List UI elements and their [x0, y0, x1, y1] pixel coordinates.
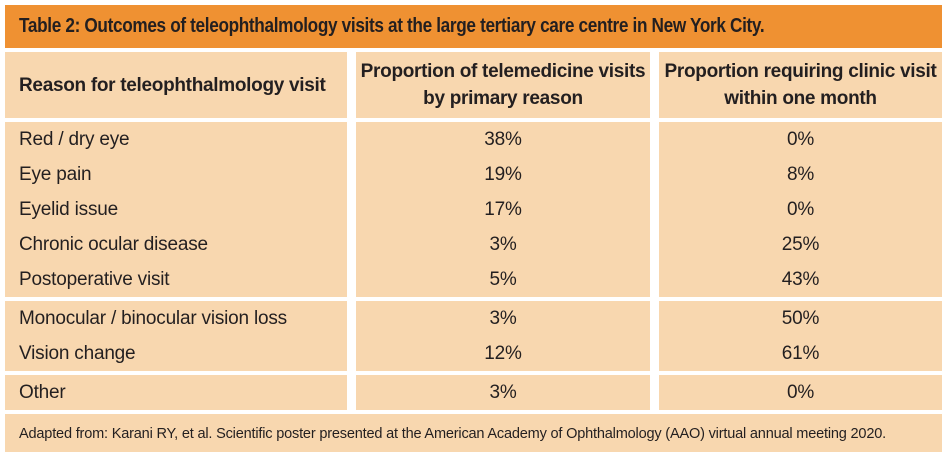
- row-group-primary-reasons: Red / dry eye 38% 0% Eye pain 19% 8% Eye…: [5, 122, 942, 297]
- table-row: Eyelid issue 17% 0%: [5, 192, 942, 227]
- table-row: Red / dry eye 38% 0%: [5, 122, 942, 157]
- clinic-pct-cell: 25%: [659, 227, 942, 262]
- telemedicine-pct-cell: 17%: [356, 192, 650, 227]
- table-row: Eye pain 19% 8%: [5, 157, 942, 192]
- row-group-vision-loss: Monocular / binocular vision loss 3% 50%…: [5, 301, 942, 371]
- reason-cell: Postoperative visit: [5, 262, 347, 297]
- table-row: Chronic ocular disease 3% 25%: [5, 227, 942, 262]
- row-group-other: Other 3% 0%: [5, 375, 942, 410]
- reason-cell: Eye pain: [5, 157, 347, 192]
- table-footnote: Adapted from: Karani RY, et al. Scientif…: [19, 424, 886, 442]
- reason-cell: Monocular / binocular vision loss: [5, 301, 347, 336]
- clinic-pct-cell: 50%: [659, 301, 942, 336]
- telemedicine-pct-cell: 5%: [356, 262, 650, 297]
- reason-cell: Vision change: [5, 336, 347, 371]
- table-row: Vision change 12% 61%: [5, 336, 942, 371]
- reason-cell: Other: [5, 375, 347, 410]
- table-title: Table 2: Outcomes of teleophthalmology v…: [19, 15, 765, 37]
- reason-cell: Eyelid issue: [5, 192, 347, 227]
- telemedicine-pct-cell: 3%: [356, 301, 650, 336]
- telemedicine-pct-cell: 3%: [356, 375, 650, 410]
- clinic-pct-cell: 0%: [659, 122, 942, 157]
- table-footnote-bar: Adapted from: Karani RY, et al. Scientif…: [5, 414, 942, 452]
- clinic-pct-cell: 8%: [659, 157, 942, 192]
- table-title-bar: Table 2: Outcomes of teleophthalmology v…: [5, 5, 942, 48]
- table-row: Postoperative visit 5% 43%: [5, 262, 942, 297]
- reason-cell: Red / dry eye: [5, 122, 347, 157]
- column-header-clinic-proportion: Proportion requiring clinic visit within…: [659, 52, 942, 118]
- telemedicine-pct-cell: 38%: [356, 122, 650, 157]
- clinic-pct-cell: 0%: [659, 375, 942, 410]
- column-header-reason: Reason for teleophthalmology visit: [5, 52, 347, 118]
- telemedicine-pct-cell: 12%: [356, 336, 650, 371]
- table-header-row: Reason for teleophthalmology visit Propo…: [5, 52, 942, 118]
- telemedicine-pct-cell: 19%: [356, 157, 650, 192]
- telemedicine-pct-cell: 3%: [356, 227, 650, 262]
- clinic-pct-cell: 0%: [659, 192, 942, 227]
- reason-cell: Chronic ocular disease: [5, 227, 347, 262]
- clinic-pct-cell: 43%: [659, 262, 942, 297]
- table-row: Monocular / binocular vision loss 3% 50%: [5, 301, 942, 336]
- table-row: Other 3% 0%: [5, 375, 942, 410]
- column-header-telemedicine-proportion: Proportion of telemedicine visits by pri…: [356, 52, 650, 118]
- clinic-pct-cell: 61%: [659, 336, 942, 371]
- outcomes-table: Table 2: Outcomes of teleophthalmology v…: [5, 5, 942, 452]
